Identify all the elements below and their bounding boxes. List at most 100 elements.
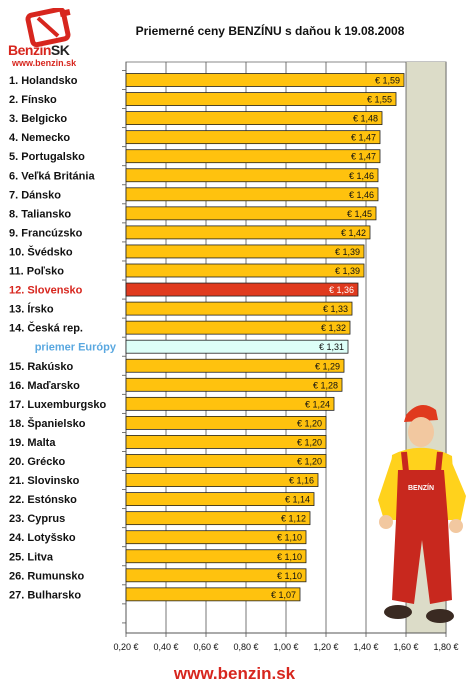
mascot-head	[408, 417, 434, 447]
mascot-shirt-text: BENZÍN	[408, 483, 434, 492]
category-label: 11. Poľsko	[9, 266, 64, 278]
x-tick-label: 1,80 €	[433, 642, 458, 652]
category-label: 20. Grécko	[9, 456, 66, 468]
bar-value-label: € 1,47	[351, 152, 376, 162]
category-label: 27. Bulharsko	[9, 589, 81, 601]
category-label: 16. Maďarsko	[9, 380, 80, 392]
bar-value-label: € 1,20	[297, 418, 322, 428]
x-tick-label: 0,60 €	[193, 642, 218, 652]
bar	[125, 92, 397, 106]
category-label: 4. Nemecko	[9, 132, 70, 144]
bar-value-label: € 1,20	[297, 437, 322, 447]
mascot-arm-left	[378, 458, 402, 520]
logo-name-main: Benzin	[8, 42, 51, 58]
bar-chart: € 1,59 € 1,55 € 1,48 € 1,47 € 1,47 € 1,46 € 1,…	[9, 61, 466, 652]
category-label: 5. Portugalsko	[9, 151, 85, 163]
category-label: 15. Rakúsko	[9, 361, 73, 373]
bar-value-label: € 1,29	[315, 361, 340, 371]
fuel-can-icon	[25, 6, 71, 48]
mascot-attendant-icon: BENZÍN	[378, 405, 466, 623]
mascot-strap-left	[401, 451, 409, 473]
bar	[125, 263, 365, 278]
bar-value-label: € 1,36	[329, 285, 354, 295]
category-label: 23. Cyprus	[9, 513, 65, 525]
bar	[125, 377, 343, 392]
category-label: 9. Francúzsko	[9, 227, 83, 239]
bar	[125, 396, 335, 411]
bar	[125, 168, 379, 183]
category-label: 13. Írsko	[9, 303, 54, 316]
logo-url: www.benzin.sk	[12, 58, 77, 68]
bar-value-label: € 1,42	[341, 228, 366, 238]
bar-value-label: € 1,45	[347, 209, 372, 219]
category-label: 1. Holandsko	[9, 75, 78, 87]
category-label: 26. Rumunsko	[9, 570, 84, 582]
bar-value-label: € 1,33	[323, 304, 348, 314]
benzin-logo: BenzinSK www.benzin.sk	[8, 6, 90, 70]
mascot-shoe-right	[426, 609, 454, 623]
category-label: 21. Slovinsko	[9, 475, 80, 487]
bar	[125, 454, 327, 468]
x-tick-label: 1,00 €	[273, 642, 298, 652]
bar-value-label: € 1,47	[351, 133, 376, 143]
category-label: 17. Luxemburgsko	[9, 399, 106, 411]
mascot-arm-right	[444, 458, 466, 524]
category-label: 14. Česká rep.	[9, 322, 83, 335]
bar-value-label: € 1,48	[353, 114, 378, 124]
bar-value-label: € 1,16	[289, 476, 314, 486]
bar-value-label: € 1,46	[349, 190, 374, 200]
category-label: priemer Európy	[35, 342, 117, 354]
bar-value-label: € 1,59	[375, 76, 400, 86]
bar	[125, 320, 351, 335]
bar	[125, 301, 353, 316]
bar	[125, 111, 383, 125]
bar-value-label: € 1,55	[367, 95, 392, 105]
bar-value-label: € 1,12	[281, 514, 306, 524]
category-label: 3. Belgicko	[9, 113, 67, 125]
category-label: 19. Malta	[9, 437, 56, 449]
x-tick-label: 0,20 €	[113, 642, 138, 652]
mascot-hand-right	[449, 519, 463, 533]
chart-title: Priemerné ceny BENZÍNU s daňou k 19.08.2…	[135, 24, 405, 38]
bar-value-label: € 1,28	[313, 380, 338, 390]
bar	[125, 149, 381, 164]
logo-name-suffix: SK	[50, 42, 70, 58]
mascot-hand-left	[379, 515, 393, 529]
category-label: 12. Slovensko	[9, 285, 83, 297]
category-label: 2. Fínsko	[9, 94, 57, 106]
category-label: 7. Dánsko	[9, 189, 61, 201]
bar	[125, 549, 307, 564]
mascot-strap-right	[435, 451, 443, 473]
x-tick-label: 1,20 €	[313, 642, 338, 652]
bar	[125, 492, 315, 507]
bar	[125, 73, 405, 87]
footer-url: www.benzin.sk	[173, 664, 296, 683]
category-label: 8. Taliansko	[9, 208, 71, 220]
bar	[125, 358, 345, 373]
bar-value-label: € 1,32	[321, 323, 346, 333]
category-label: 6. Veľká Británia	[9, 170, 95, 182]
bar	[125, 473, 319, 487]
bar-value-label: € 1,10	[277, 571, 302, 581]
bar	[125, 568, 307, 583]
logo-name: BenzinSK	[8, 42, 90, 58]
bar	[125, 244, 365, 259]
category-label: 24. Lotyšsko	[9, 532, 76, 544]
mascot-figure: BENZÍN	[378, 405, 466, 623]
bar	[125, 511, 311, 526]
bar-value-label: € 1,46	[349, 171, 374, 181]
bar	[125, 225, 371, 240]
category-label: 10. Švédsko	[9, 245, 73, 258]
bar-value-label: € 1,39	[335, 247, 360, 257]
x-tick-label: 0,80 €	[233, 642, 258, 652]
mascot-overalls	[392, 470, 452, 604]
bar-value-label: € 1,07	[271, 590, 296, 600]
bar	[125, 587, 301, 602]
bar-value-label: € 1,31	[319, 342, 344, 352]
bar	[125, 282, 359, 297]
bar-value-label: € 1,10	[277, 552, 302, 562]
category-label: 22. Estónsko	[9, 494, 77, 506]
mascot-cap	[404, 405, 438, 422]
category-label: 18. Španielsko	[9, 417, 86, 430]
